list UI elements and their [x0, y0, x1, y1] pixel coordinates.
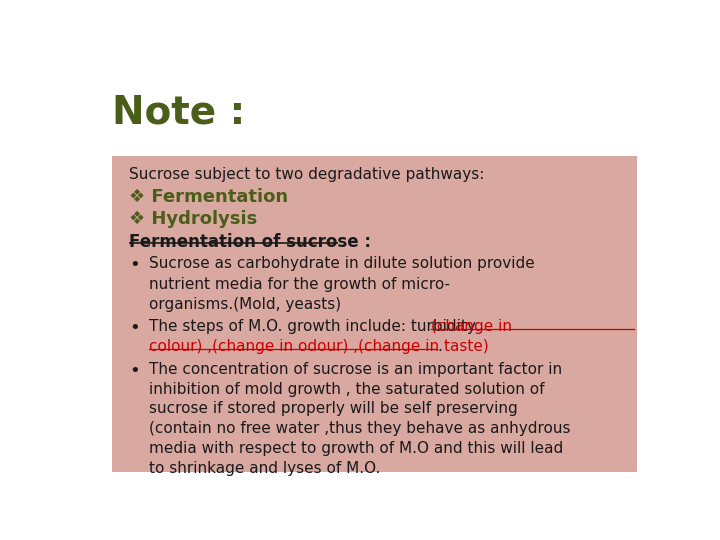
Text: ❖ Fermentation: ❖ Fermentation [129, 188, 288, 206]
Text: (change in: (change in [431, 319, 512, 334]
Text: •: • [129, 319, 140, 338]
FancyBboxPatch shape [112, 156, 637, 473]
Text: Sucrose subject to two degradative pathways:: Sucrose subject to two degradative pathw… [129, 167, 485, 181]
Text: The steps of M.O. growth include: turbidity: The steps of M.O. growth include: turbid… [148, 319, 480, 334]
Text: •: • [129, 256, 140, 274]
Text: The concentration of sucrose is an important factor in: The concentration of sucrose is an impor… [148, 362, 562, 377]
Text: •: • [129, 362, 140, 380]
Text: Note :: Note : [112, 94, 246, 132]
Text: sucrose if stored properly will be self preserving: sucrose if stored properly will be self … [148, 401, 518, 416]
Text: to shrinkage and lyses of M.O.: to shrinkage and lyses of M.O. [148, 461, 380, 476]
Text: inhibition of mold growth , the saturated solution of: inhibition of mold growth , the saturate… [148, 382, 544, 397]
Text: media with respect to growth of M.O and this will lead: media with respect to growth of M.O and … [148, 441, 563, 456]
Text: Fermentation of sucrose :: Fermentation of sucrose : [129, 233, 371, 251]
Text: ❖ Hydrolysis: ❖ Hydrolysis [129, 210, 257, 228]
Text: nutrient media for the growth of micro-: nutrient media for the growth of micro- [148, 276, 449, 292]
Text: Sucrose as carbohydrate in dilute solution provide: Sucrose as carbohydrate in dilute soluti… [148, 256, 534, 272]
Text: colour) ,(change in odour) ,(change in taste): colour) ,(change in odour) ,(change in t… [148, 340, 488, 354]
Text: .: . [437, 340, 442, 354]
Text: (contain no free water ,thus they behave as anhydrous: (contain no free water ,thus they behave… [148, 421, 570, 436]
Text: organisms.(Mold, yeasts): organisms.(Mold, yeasts) [148, 296, 341, 312]
